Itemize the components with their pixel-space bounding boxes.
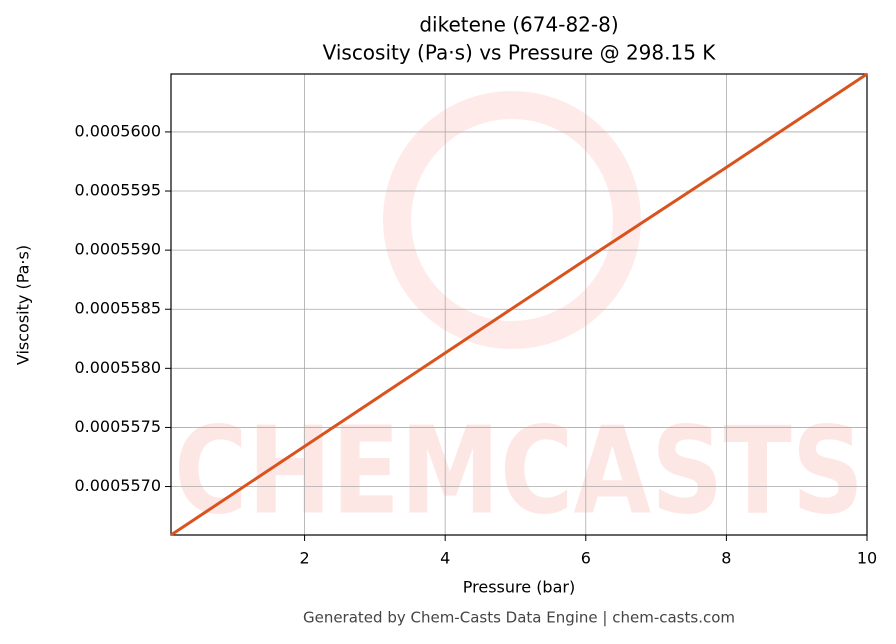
x-tick-label: 4 [440, 549, 450, 568]
y-tick-label: 0.0005575 [74, 417, 161, 436]
x-tick-label: 6 [581, 549, 591, 568]
x-tick-label: 8 [721, 549, 731, 568]
chart-subtitle: Viscosity (Pa·s) vs Pressure @ 298.15 K [323, 41, 717, 65]
y-tick-label: 0.0005585 [74, 299, 161, 318]
x-tick-label: 10 [857, 549, 877, 568]
watermark: CHEMCASTS [174, 403, 864, 542]
x-tick-label: 2 [299, 549, 309, 568]
footer: Generated by Chem-Casts Data Engine | ch… [303, 609, 735, 627]
data-line [170, 72, 868, 537]
y-tick-label: 0.0005595 [74, 181, 161, 200]
chart-title: diketene (674-82-8) [419, 13, 618, 37]
watermark-logo [383, 91, 641, 349]
plot-frame [170, 73, 868, 536]
y-axis-label: Viscosity (Pa·s) [14, 245, 33, 365]
x-axis-label: Pressure (bar) [463, 578, 575, 597]
y-tick-label: 0.0005570 [74, 476, 161, 495]
y-tick-label: 0.0005590 [74, 240, 161, 259]
y-tick-label: 0.0005600 [74, 121, 161, 140]
y-tick-label: 0.0005580 [74, 358, 161, 377]
